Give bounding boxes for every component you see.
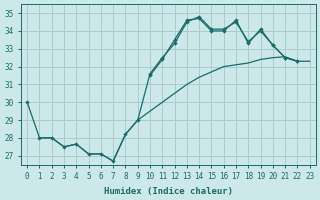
X-axis label: Humidex (Indice chaleur): Humidex (Indice chaleur) [104, 187, 233, 196]
